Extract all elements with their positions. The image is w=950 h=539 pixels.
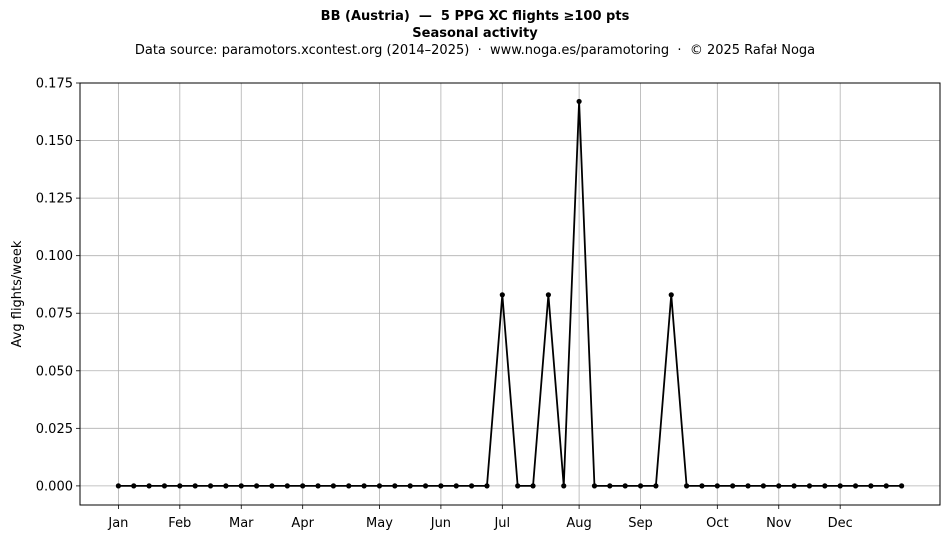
data-point bbox=[576, 98, 582, 105]
axes-frame bbox=[79, 82, 941, 506]
data-point bbox=[207, 483, 214, 489]
series-line-layer bbox=[118, 100, 902, 487]
data-point bbox=[300, 483, 306, 489]
y-tick-label: 0.175 bbox=[36, 77, 73, 92]
data-point bbox=[561, 483, 567, 489]
series-points-layer bbox=[115, 98, 905, 489]
data-point bbox=[622, 483, 628, 489]
data-point bbox=[115, 483, 121, 489]
data-point bbox=[883, 483, 889, 489]
y-tick-label: 0.000 bbox=[36, 479, 73, 494]
data-point bbox=[469, 483, 475, 489]
data-point bbox=[653, 483, 659, 489]
data-point bbox=[868, 483, 874, 489]
x-tick-label: Mar bbox=[229, 516, 254, 531]
data-point bbox=[346, 483, 352, 489]
y-axis: 0.000 0.025 0.050 0.075 0.100 0.125 0.150 0.175 bbox=[36, 77, 80, 494]
x-tick-label: Aug bbox=[566, 516, 591, 531]
x-tick-label: Nov bbox=[766, 516, 792, 531]
data-point bbox=[131, 483, 137, 489]
y-tick-label: 0.075 bbox=[36, 307, 73, 322]
data-point bbox=[361, 483, 367, 489]
data-point bbox=[484, 483, 490, 489]
data-point bbox=[760, 483, 766, 489]
data-point bbox=[238, 483, 244, 489]
data-point bbox=[407, 483, 413, 489]
x-tick-label: Oct bbox=[706, 516, 728, 531]
data-point bbox=[591, 483, 598, 489]
x-tick-label: Jul bbox=[493, 516, 510, 531]
y-tick-label: 0.025 bbox=[36, 422, 73, 437]
grid bbox=[80, 82, 940, 505]
data-point bbox=[499, 292, 505, 298]
data-point bbox=[515, 483, 521, 489]
x-tick-label: Apr bbox=[291, 516, 314, 531]
y-tick-label: 0.150 bbox=[36, 134, 73, 149]
x-tick-label: Jan bbox=[107, 516, 128, 531]
data-point bbox=[607, 483, 613, 489]
data-point bbox=[637, 483, 644, 489]
data-point bbox=[776, 483, 782, 489]
data-point bbox=[668, 292, 674, 298]
data-point bbox=[714, 483, 720, 489]
data-point bbox=[837, 483, 843, 489]
data-point bbox=[284, 483, 290, 489]
y-tick-label: 0.100 bbox=[36, 249, 73, 264]
data-point bbox=[806, 483, 813, 489]
y-tick-label: 0.050 bbox=[36, 364, 73, 379]
data-point bbox=[822, 483, 828, 489]
x-tick-label: Dec bbox=[828, 516, 853, 531]
y-axis-label: Avg flights/week bbox=[10, 240, 25, 347]
y-tick-label: 0.125 bbox=[36, 192, 73, 207]
data-point bbox=[146, 483, 152, 489]
data-point bbox=[438, 483, 444, 489]
data-point bbox=[852, 483, 859, 489]
data-point bbox=[269, 483, 275, 489]
data-point bbox=[699, 483, 705, 489]
series-line bbox=[118, 100, 902, 487]
data-point bbox=[161, 483, 168, 489]
data-point bbox=[545, 292, 551, 298]
x-tick-label: Sep bbox=[628, 516, 653, 531]
x-axis: Jan Feb Mar Apr May Jun Jul Aug Sep Oct Nov Dec bbox=[107, 505, 853, 531]
data-point bbox=[730, 483, 736, 489]
x-tick-label: Feb bbox=[168, 516, 191, 531]
data-point bbox=[223, 483, 229, 489]
data-point bbox=[899, 483, 905, 489]
data-point bbox=[330, 483, 336, 489]
data-point bbox=[254, 483, 260, 489]
data-point bbox=[422, 483, 429, 489]
data-point bbox=[453, 483, 459, 489]
data-point bbox=[192, 483, 198, 489]
data-point bbox=[530, 483, 536, 489]
data-point bbox=[177, 483, 183, 489]
data-point bbox=[791, 483, 797, 489]
x-tick-label: May bbox=[366, 516, 393, 531]
data-point bbox=[745, 483, 751, 489]
data-point bbox=[315, 483, 321, 489]
data-source-note: Data source: paramotors.xcontest.org (20… bbox=[134, 43, 816, 58]
chart-subtitle: Seasonal activity bbox=[412, 26, 538, 41]
data-point bbox=[684, 483, 690, 489]
chart-title: BB (Austria) — 5 PPG XC flights ≥100 pts bbox=[320, 9, 630, 24]
data-point bbox=[392, 483, 398, 489]
x-tick-label: Jun bbox=[430, 516, 451, 531]
data-point bbox=[376, 483, 383, 489]
